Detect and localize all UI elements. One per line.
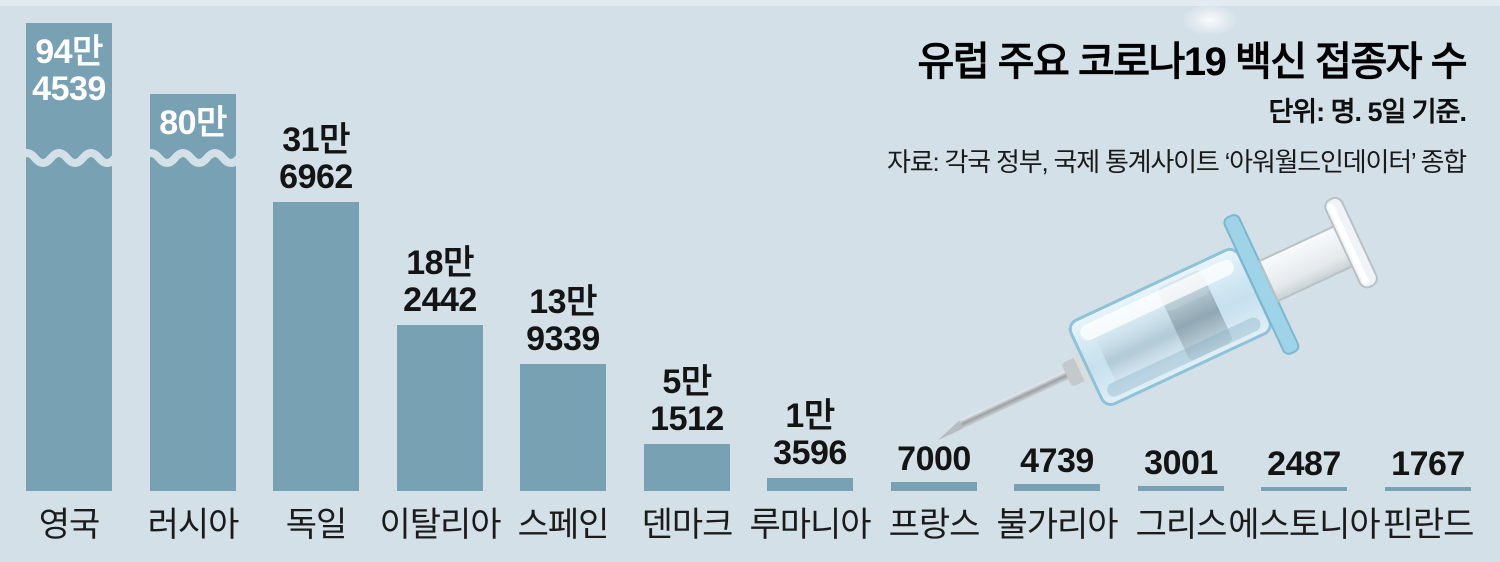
bar-russia xyxy=(150,94,236,491)
value-label-spain: 13만 9339 xyxy=(526,283,600,358)
value-label-greece: 3001 xyxy=(1144,444,1218,482)
value-label-finland: 1767 xyxy=(1391,445,1465,483)
bar-italy xyxy=(397,325,483,491)
value-label-italy: 18만 2442 xyxy=(403,244,477,319)
unit-note: 단위: 명. 5일 기준. xyxy=(1268,97,1467,127)
category-label-spain: 스페인 xyxy=(517,506,610,544)
category-label-romania: 루마니아 xyxy=(749,506,871,544)
value-label-bulgaria: 4739 xyxy=(1020,442,1094,480)
chart-header: 유럽 주요 코로나19 백신 접종자 수 단위: 명. 5일 기준. 자료: 각… xyxy=(887,40,1468,177)
paper-glare-spot xyxy=(1182,4,1238,36)
value-label-uk: 94만 4539 xyxy=(32,33,106,108)
category-label-russia: 러시아 xyxy=(147,506,240,544)
bar-romania xyxy=(767,478,853,491)
category-label-germany: 독일 xyxy=(285,506,348,544)
category-label-greece: 그리스 xyxy=(1135,506,1228,544)
category-label-uk: 영국 xyxy=(38,506,101,544)
bar-france xyxy=(891,482,977,491)
bar-bulgaria xyxy=(1014,484,1100,491)
category-label-france: 프랑스 xyxy=(888,506,981,544)
source-note: 자료: 각국 정부, 국제 통계사이트 ‘아워월드인데이터’ 종합 xyxy=(887,147,1467,177)
bar-estonia xyxy=(1261,487,1347,491)
bar-spain xyxy=(520,364,606,491)
bar-greece xyxy=(1138,486,1224,491)
bar-uk xyxy=(26,23,112,491)
syringe-icon xyxy=(937,196,1378,441)
value-label-france: 7000 xyxy=(897,440,971,478)
needle xyxy=(959,365,1082,429)
category-label-italy: 이탈리아 xyxy=(379,506,501,544)
bar-denmark xyxy=(644,444,730,491)
category-label-denmark: 덴마크 xyxy=(641,506,734,544)
value-label-romania: 1만 3596 xyxy=(773,397,847,472)
category-label-finland: 핀란드 xyxy=(1382,506,1475,544)
value-label-germany: 31만 6962 xyxy=(279,121,353,196)
bar-germany xyxy=(273,202,359,491)
bar-finland xyxy=(1385,487,1471,491)
value-label-russia: 80만 xyxy=(159,104,227,142)
chart-title: 유럽 주요 코로나19 백신 접종자 수 xyxy=(917,40,1468,84)
category-label-bulgaria: 불가리아 xyxy=(996,506,1118,544)
value-label-estonia: 2487 xyxy=(1267,445,1341,483)
category-label-estonia: 에스토니아 xyxy=(1228,506,1380,544)
value-label-denmark: 5만 1512 xyxy=(650,363,724,438)
